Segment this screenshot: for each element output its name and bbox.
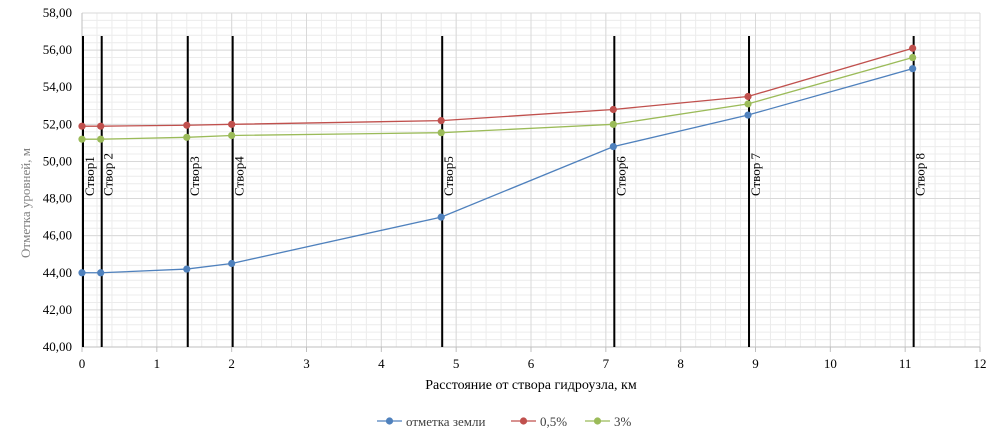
data-point — [744, 100, 752, 108]
data-point — [437, 117, 445, 125]
data-point — [609, 105, 617, 114]
data-point — [909, 44, 917, 52]
series-line-0 — [82, 68, 913, 274]
data-point — [78, 122, 86, 130]
data-point — [437, 129, 445, 137]
section-label-6: Створ6 — [613, 156, 628, 196]
y-tick-labels: 40,00 42,00 44,00 46,00 48,00 50,00 52,00 54,00… — [43, 5, 72, 354]
series-points — [78, 44, 917, 277]
section-label-1: Створ1 — [82, 156, 97, 196]
section-label-2: Створ 2 — [101, 153, 116, 196]
x-tick-label: 3 — [303, 356, 310, 371]
data-point — [97, 122, 105, 130]
legend-marker-1 — [519, 417, 528, 425]
x-tick-label: 5 — [453, 356, 460, 371]
data-point — [183, 265, 191, 273]
legend-marker-2 — [593, 417, 602, 425]
section-labels: Створ1 Створ 2 Створ3 Створ4 Створ5 Створ6 Ств… — [82, 153, 928, 196]
legend: отметка земли 0,5% 3% — [377, 414, 632, 429]
legend-label-0: отметка земли — [406, 414, 485, 429]
section-lines — [82, 36, 915, 347]
data-point — [609, 143, 617, 151]
section-label-5: Створ5 — [441, 156, 456, 196]
x-tick-label: 0 — [79, 356, 86, 371]
x-tick-label: 10 — [824, 356, 837, 371]
y-tick-label: 40,00 — [43, 339, 72, 354]
data-point — [97, 135, 105, 143]
y-tick-label: 42,00 — [43, 302, 72, 317]
y-tick-label: 50,00 — [43, 153, 72, 168]
x-axis-title: Расстояние от створа гидроузла, км — [425, 378, 637, 393]
x-tick-label: 11 — [899, 356, 912, 371]
data-point — [228, 131, 236, 140]
x-tick-label: 8 — [677, 356, 684, 371]
data-point — [183, 133, 191, 141]
series-line-2 — [82, 56, 913, 140]
data-point — [78, 135, 86, 143]
y-tick-label: 52,00 — [43, 116, 72, 131]
y-tick-label: 56,00 — [43, 42, 72, 57]
x-tick-labels: 0 1 2 3 4 5 6 7 8 9 10 11 12 — [79, 356, 987, 371]
section-label-3: Створ3 — [187, 156, 202, 196]
series-line-1 — [82, 47, 913, 127]
x-tick-label: 12 — [974, 356, 987, 371]
x-tick-label: 4 — [378, 356, 385, 371]
y-tick-label: 46,00 — [43, 228, 72, 243]
data-point — [228, 259, 236, 268]
y-tick-label: 54,00 — [43, 79, 72, 94]
data-point — [744, 111, 752, 119]
x-tick-label: 7 — [603, 356, 610, 371]
legend-label-1: 0,5% — [540, 414, 567, 429]
section-label-8: Створ 8 — [913, 153, 928, 196]
series-lines — [82, 47, 913, 274]
y-tick-label: 48,00 — [43, 191, 72, 206]
legend-marker-0 — [385, 417, 394, 425]
data-point — [78, 269, 86, 277]
y-tick-label: 44,00 — [43, 265, 72, 280]
data-point — [609, 120, 617, 128]
y-tick-label: 58,00 — [43, 5, 72, 20]
section-label-4: Створ4 — [232, 156, 247, 196]
data-point — [909, 65, 917, 73]
legend-label-2: 3% — [614, 414, 632, 429]
y-axis-title: Отметка уровней, м — [18, 148, 33, 258]
x-tick-label: 1 — [154, 356, 161, 371]
data-point — [909, 53, 917, 62]
data-point — [97, 269, 105, 277]
data-point — [228, 120, 236, 128]
x-tick-label: 9 — [752, 356, 759, 371]
x-tick-label: 2 — [228, 356, 235, 371]
x-tick-label: 6 — [528, 356, 535, 371]
data-point — [183, 121, 191, 129]
section-label-7: Створ 7 — [748, 153, 763, 196]
data-point — [744, 92, 752, 101]
data-point — [437, 213, 445, 221]
